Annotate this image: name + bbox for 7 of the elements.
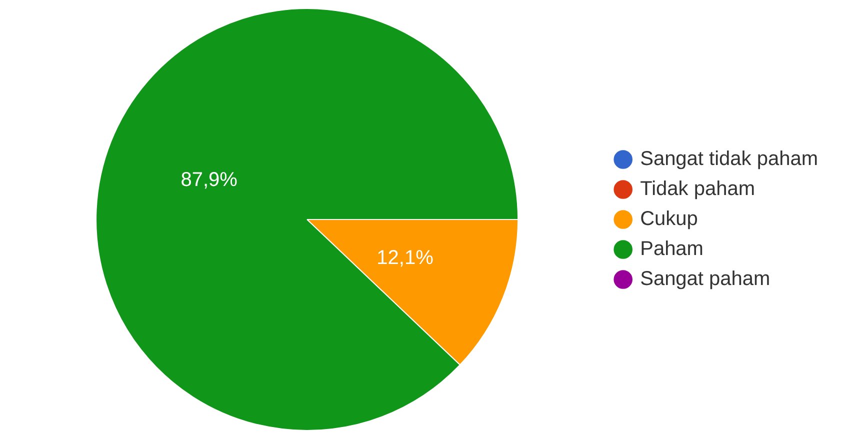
legend-label: Paham xyxy=(640,238,704,260)
legend-label: Sangat paham xyxy=(640,268,770,290)
legend-label: Sangat tidak paham xyxy=(640,148,818,170)
legend-label: Cukup xyxy=(640,208,698,230)
data-label: 87,9% xyxy=(180,168,238,191)
legend-label: Tidak paham xyxy=(640,178,755,200)
data-label: 12,1% xyxy=(376,247,434,270)
